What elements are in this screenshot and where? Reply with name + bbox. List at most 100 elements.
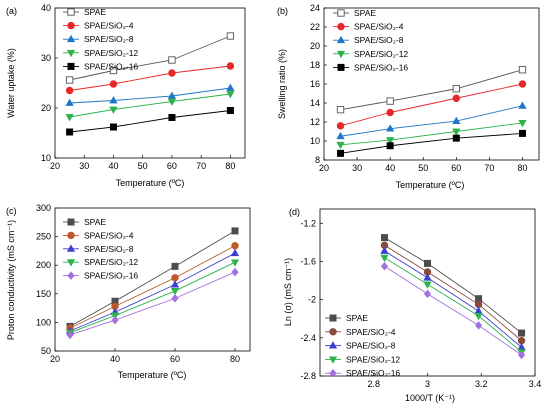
y-tick-label: -2 [308,295,316,305]
legend-marker [328,341,338,349]
legend-marker [329,328,337,336]
data-point [452,94,461,102]
y-tick-label: 12 [310,117,320,127]
y-axis-title: Proton conductivity (mS cm⁻¹) [6,220,16,340]
x-tick-label: 20 [50,354,60,364]
legend: SPAE SPAE/SiO₂-4 SPAE/SiO₂-8 SPAE/SiO₂-12 SP… [333,8,408,72]
data-point [380,234,388,242]
data-point [386,97,394,105]
legend-entry: SPAE/SiO₂-12 [84,257,138,267]
legend-marker [66,49,76,58]
data-point [168,69,176,77]
x-tick-label: 20 [319,163,329,173]
series-3 [380,246,526,351]
series-5 [66,107,234,136]
x-tick-label: 3 [425,379,430,389]
series-4 [65,91,235,122]
legend-marker [336,50,346,59]
legend-entry: SPAE/SiO₂-4 [354,22,404,32]
series-line [69,110,231,133]
legend-marker [67,218,75,226]
data-point [170,280,180,288]
series-line [69,35,231,81]
panel-label: (b) [277,6,288,16]
chart-panel-2: 20 30 40 50 60 70 80 8 10 12 14 16 18 20 22 24 (b) Temper… [277,3,540,190]
panel-label: (c) [6,206,17,216]
y-tick-label: 20 [41,103,51,113]
series-2 [336,80,527,130]
y-axis-title: Ln (σ) (mS cm⁻¹) [283,258,293,326]
data-point [518,329,526,337]
x-tick-label: 70 [196,161,206,171]
series-3 [336,101,527,140]
legend-marker [66,244,76,252]
data-point [336,105,345,114]
chart-panel-3: 20 40 60 80 50 100 150 200 250 300 (c) Temperature … [6,203,251,380]
x-tick-label: 70 [484,163,494,173]
data-point [517,350,526,360]
legend-marker [337,63,345,71]
y-axis-title: Water uptake (%) [6,48,16,118]
legend-marker [67,231,75,240]
y-tick-label: 16 [310,79,320,89]
data-point [65,114,74,122]
y-tick-label: 100 [36,317,51,327]
data-point [474,312,483,321]
y-tick-label: 14 [310,98,320,108]
x-tick-label: 30 [352,163,362,173]
legend-marker [67,271,75,280]
series-line [340,132,523,154]
x-axis-title: Temperature (ºC) [118,370,187,380]
legend-entry: SPAE/SiO₂-8 [354,35,404,45]
y-tick-label: -1.2 [300,218,316,228]
series-1 [65,32,235,84]
legend-entry: SPAE [84,7,106,17]
legend-entry: SPAE/SiO₂-8 [84,34,134,44]
y-tick-label: 8 [315,155,320,165]
data-point [386,108,394,117]
x-axis-title: Temperature (ºC) [396,180,465,190]
y-tick-label: 10 [310,136,320,146]
data-point [171,262,179,270]
x-tick-label: 60 [451,163,461,173]
data-point [517,342,526,351]
legend-entry: SPAE/SiO₂-8 [84,244,134,254]
series-line [69,87,231,104]
data-point [518,101,527,109]
data-point [65,98,74,106]
legend-marker [328,356,338,364]
x-tick-label: 3.2 [475,379,488,389]
series-line [69,261,236,334]
series-line [340,105,523,137]
legend-marker [66,259,76,267]
data-point [380,254,389,263]
y-tick-label: 250 [36,232,51,242]
data-point [337,149,345,157]
legend-entry: SPAE/SiO₂-12 [354,49,408,59]
series-1 [336,66,527,114]
legend-marker [336,35,346,44]
series-4 [380,254,526,357]
data-point [336,122,345,130]
x-tick-label: 20 [50,161,60,171]
y-tick-label: 10 [41,153,51,163]
y-tick-label: 200 [36,260,51,270]
legend-entry: SPAE/SiO₂-12 [84,48,138,58]
panel-label: (d) [289,207,300,217]
data-point [109,66,118,75]
legend-entry: SPAE/SiO₂-4 [84,21,134,31]
legend: SPAE SPAE/SiO₂-4 SPAE/SiO₂-8 SPAE/SiO₂-12 SP… [325,313,400,378]
data-point [167,98,177,106]
data-point [111,315,119,325]
data-point [518,129,526,137]
x-tick-label: 50 [138,161,148,171]
x-tick-label: 3.4 [529,379,542,389]
data-point [474,306,483,315]
legend-entry: SPAE/SiO₂-4 [346,327,396,337]
data-point [231,227,239,235]
legend-marker [67,21,75,30]
legend-entry: SPAE/SiO₂-16 [84,271,138,281]
data-point [66,330,74,340]
x-tick-label: 40 [385,163,395,173]
data-point [386,137,395,145]
